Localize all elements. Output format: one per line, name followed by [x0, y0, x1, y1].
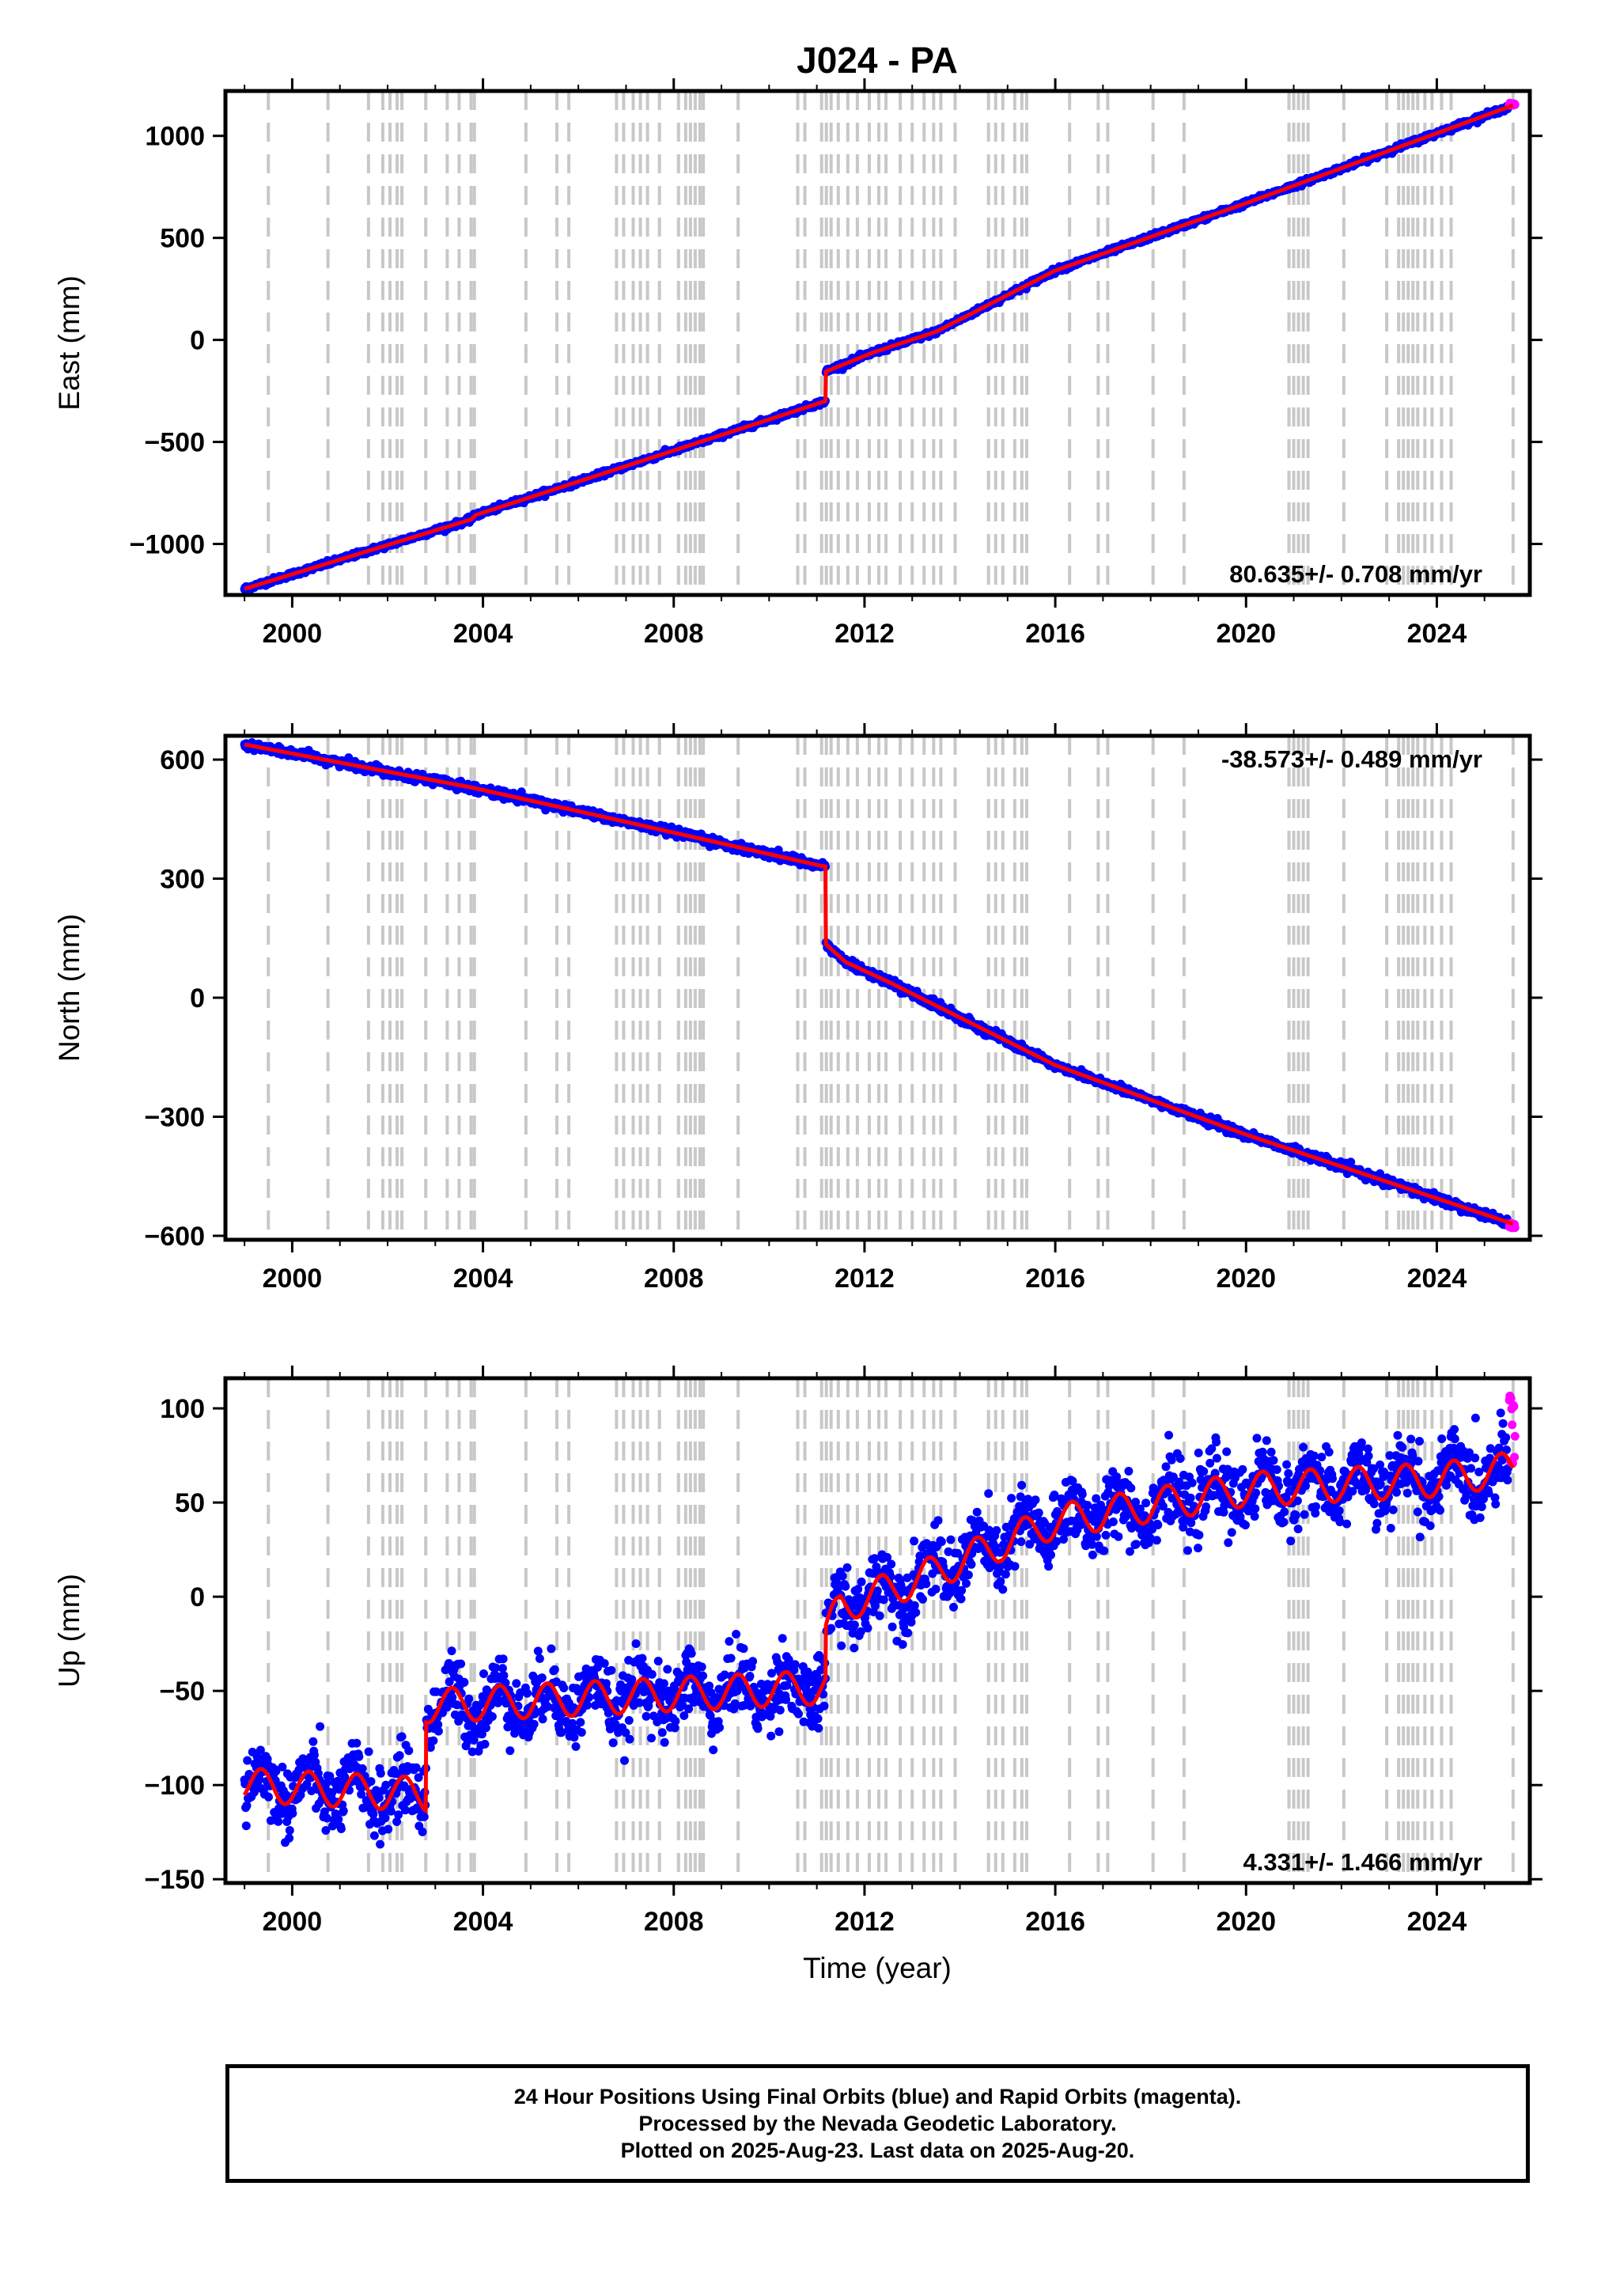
rate-annotation: -38.573+/- 0.489 mm/yr — [1221, 745, 1482, 773]
north-panel: 2000 2004 2008 2012 2016 2020 2024 −600 −300 0 300… — [53, 723, 1542, 1294]
x-tick-label: 2008 — [644, 619, 704, 649]
final-orbit-points — [240, 1408, 1513, 1849]
x-tick-label: 2020 — [1216, 619, 1276, 649]
x-tick-label: 2024 — [1407, 1264, 1467, 1294]
y-axis-label: North (mm) — [53, 914, 85, 1062]
y-axis-label: East (mm) — [53, 275, 85, 411]
final-orbit-point — [288, 1809, 297, 1818]
final-orbit-point — [241, 1821, 251, 1831]
figure-title: J024 - PA — [797, 40, 958, 81]
east-panel: 2000 2004 2008 2012 2016 2020 2024 −1000 −500 0 50… — [53, 78, 1542, 649]
final-orbit-point — [285, 1833, 294, 1843]
y-tick-label: 500 — [160, 224, 205, 254]
y-tick-label: 1000 — [145, 122, 205, 152]
y-tick-label: 300 — [160, 865, 205, 895]
y-tick-label: 600 — [160, 745, 205, 775]
x-tick-label: 2016 — [1025, 1264, 1085, 1294]
x-tick-label: 2012 — [835, 619, 895, 649]
x-tick-label: 2012 — [835, 1264, 895, 1294]
final-orbit-point — [264, 1792, 273, 1802]
equipment-change-lines — [267, 91, 1515, 595]
y-tick-label: 0 — [190, 326, 205, 356]
final-orbit-point — [308, 1737, 318, 1746]
x-tick-label: 2020 — [1216, 1264, 1276, 1294]
final-orbit-point — [243, 1756, 252, 1765]
y-tick-label: −300 — [144, 1103, 205, 1133]
y-tick-label: 0 — [190, 983, 205, 1013]
final-orbit-point — [242, 1801, 252, 1810]
rate-annotation: 80.635+/- 0.708 mm/yr — [1229, 560, 1482, 588]
final-orbit-points — [240, 738, 1513, 1229]
up-panel: 2000 2004 2008 2012 2016 2020 2024−150−100−500… — [53, 1366, 1542, 1937]
y-tick-label: −600 — [144, 1222, 205, 1252]
final-orbit-point — [274, 1817, 283, 1826]
x-tick-label: 2024 — [1407, 619, 1467, 649]
x-tick-label: 2016 — [1025, 619, 1085, 649]
final-orbit-point — [316, 1722, 325, 1731]
x-tick-label: 2000 — [263, 1264, 323, 1294]
y-tick-label: −500 — [144, 428, 205, 458]
final-orbit-point — [285, 1826, 294, 1835]
x-tick-label: 2004 — [453, 619, 513, 649]
x-tick-label: 2004 — [453, 1264, 513, 1294]
x-tick-label: 2000 — [263, 619, 323, 649]
x-tick-label: 2008 — [644, 1264, 704, 1294]
y-tick-label: −1000 — [130, 530, 206, 560]
